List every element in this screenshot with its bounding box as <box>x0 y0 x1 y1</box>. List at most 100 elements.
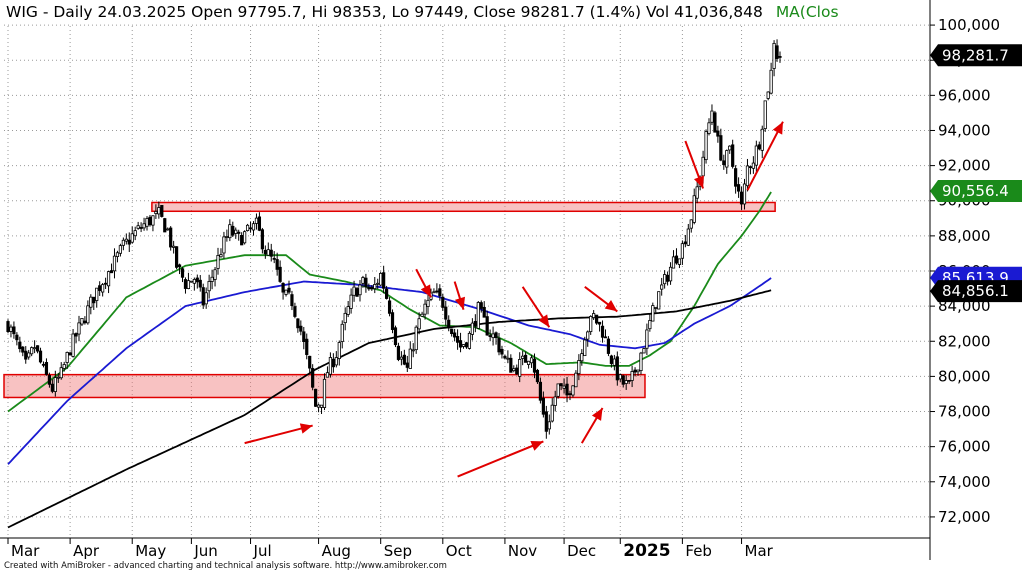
candle-body <box>361 277 365 284</box>
candle-body <box>577 360 581 375</box>
candle-body <box>757 144 761 150</box>
candle-body <box>497 338 501 353</box>
candle-body <box>645 329 649 349</box>
candle-body <box>751 162 755 169</box>
candle-body <box>53 377 57 392</box>
candle-body <box>33 347 37 350</box>
tag-background <box>930 280 1022 303</box>
y-tick-label: 80,000 <box>938 367 991 385</box>
candle-body <box>251 223 256 231</box>
candle-body <box>305 338 309 355</box>
candle-body <box>198 279 202 288</box>
candle-body <box>414 326 418 351</box>
candle-body <box>349 294 353 309</box>
candle-body <box>12 326 16 335</box>
candle-body <box>68 352 72 356</box>
candle-body <box>234 229 238 234</box>
candle-body <box>142 223 146 229</box>
arrow-shaft <box>457 440 544 478</box>
arrow-head <box>420 284 431 298</box>
candle-body <box>130 233 134 243</box>
candle-body <box>210 276 214 282</box>
candle-body <box>38 350 43 363</box>
candle-body <box>612 358 616 366</box>
candle-body <box>364 277 368 288</box>
candle-body <box>222 236 226 254</box>
candle-body <box>260 229 264 250</box>
candle-body <box>529 357 534 364</box>
x-tick-label: May <box>135 542 166 560</box>
arrow-shaft <box>746 121 784 191</box>
candle-body <box>124 238 128 242</box>
candle-body <box>509 357 513 373</box>
candle-body <box>373 284 377 289</box>
candle-body <box>515 367 519 375</box>
candle-body <box>71 333 75 357</box>
candle-body <box>83 320 87 324</box>
x-tick-label: Oct <box>446 542 472 560</box>
candle-body <box>382 272 386 289</box>
candle-body <box>80 317 84 325</box>
tag-label: 90,556.4 <box>942 182 1009 200</box>
candle-body <box>648 320 652 330</box>
candle-body <box>334 357 338 366</box>
candle-body <box>148 216 152 226</box>
candle-body <box>367 287 371 290</box>
candle-body <box>228 224 232 239</box>
candle-body <box>470 322 474 335</box>
candle-body <box>24 350 28 360</box>
candle-body <box>86 305 90 324</box>
candle-body <box>411 349 415 352</box>
x-tick-label: Feb <box>685 542 712 560</box>
candle-body <box>174 246 179 268</box>
arrow-head <box>454 296 465 310</box>
candle-body <box>580 353 584 362</box>
candle-body <box>671 256 676 269</box>
candle-body <box>716 130 720 137</box>
candle-body <box>603 336 608 339</box>
candle-body <box>432 291 436 294</box>
candle-body <box>441 296 445 308</box>
candle-body <box>41 363 46 366</box>
ma-value-tag: 84,856.1 <box>930 280 1022 303</box>
arrow-head <box>538 314 550 328</box>
candle-body <box>201 287 205 306</box>
footer-credit: Created with AmiBroker - advanced charti… <box>4 561 447 571</box>
candle-body <box>311 368 315 388</box>
candle-body <box>701 156 705 177</box>
candle-body <box>458 340 463 348</box>
candle-body <box>500 348 504 355</box>
candle-body <box>666 274 670 282</box>
tag-label: 84,856.1 <box>942 282 1009 300</box>
candle-body <box>562 385 566 389</box>
candle-body <box>172 245 176 248</box>
ma-value-tag: 90,556.4 <box>930 179 1022 202</box>
candle-body <box>21 346 25 353</box>
candle-body <box>325 372 330 378</box>
candle-body <box>524 354 528 363</box>
candle-body <box>299 325 303 332</box>
candle-body <box>370 287 374 290</box>
x-tick-label: Mar <box>11 542 40 560</box>
candle-body <box>544 411 548 432</box>
candle-body <box>420 313 424 317</box>
candle-body <box>630 371 634 381</box>
x-tick-label: Sep <box>384 542 412 560</box>
y-tick-label: 94,000 <box>938 121 991 139</box>
candle-body <box>180 268 185 278</box>
candle-body <box>166 228 170 231</box>
candle-body <box>683 241 687 245</box>
candle-body <box>6 321 10 333</box>
candle-body <box>680 243 684 259</box>
candle-body <box>337 342 341 359</box>
candle-body <box>775 45 779 59</box>
arrow-head <box>772 121 783 135</box>
candle-body <box>710 110 714 123</box>
candle-body <box>379 272 383 286</box>
candle-body <box>778 56 782 58</box>
candle-body <box>219 254 223 258</box>
candle-body <box>115 252 120 257</box>
candle-body <box>254 217 259 224</box>
candle-body <box>145 218 149 227</box>
